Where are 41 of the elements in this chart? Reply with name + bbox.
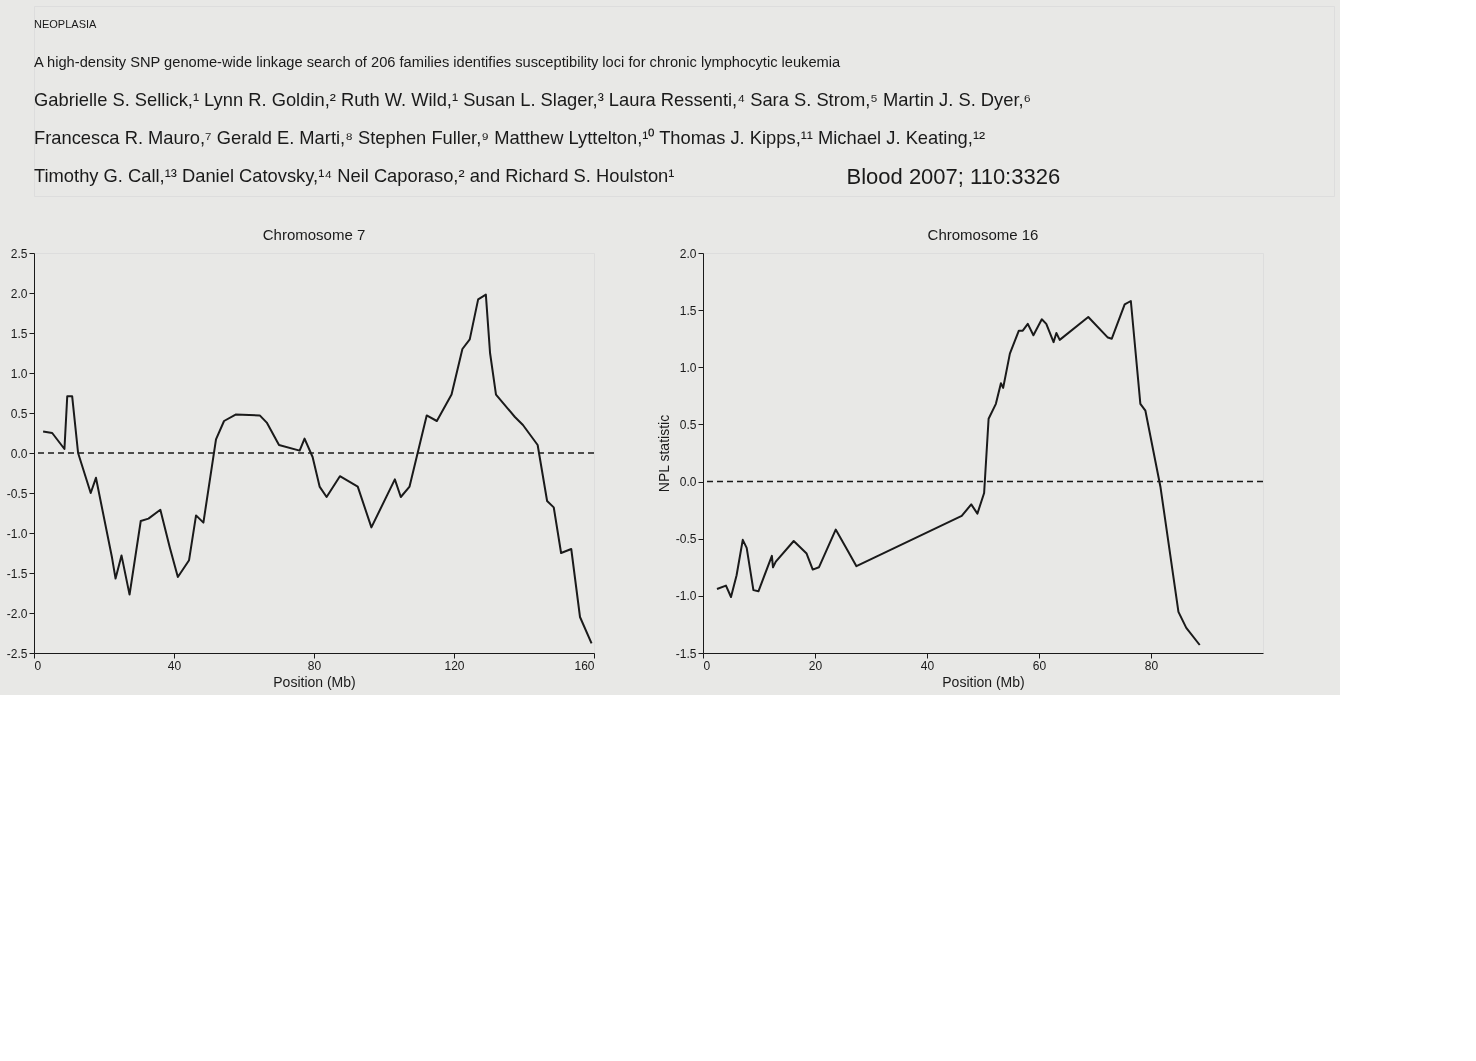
x-tick-label: 80 xyxy=(1144,658,1159,673)
y-tick-label: -2.5 xyxy=(6,646,28,661)
y-tick-label: 0.5 xyxy=(10,406,28,421)
y-tick-label: -1.5 xyxy=(675,646,697,661)
x-tick-label: 80 xyxy=(307,658,322,673)
x-tick-label: 40 xyxy=(167,658,182,673)
y-axis-title: NPL statistic xyxy=(655,414,672,493)
y-tick-label: -1.0 xyxy=(675,589,697,604)
y-tick-label: 1.5 xyxy=(679,303,697,318)
x-tick-label: 0 xyxy=(703,658,711,673)
chart-title: Chromosome 7 xyxy=(262,226,366,243)
x-tick-label: 120 xyxy=(444,658,465,673)
y-tick-label: 1.5 xyxy=(10,326,28,341)
x-tick-label: 60 xyxy=(1032,658,1047,673)
y-tick-label: -1.5 xyxy=(6,566,28,581)
x-tick-label: 40 xyxy=(920,658,935,673)
text: A high-density SNP genome-wide linkage search of 206 families identifies susceptibility loci for chronic lymphocytic leukemia xyxy=(34,54,842,70)
y-tick-label: 0.5 xyxy=(679,417,697,432)
y-tick-label: -0.5 xyxy=(6,486,28,501)
text: Gabrielle S. Sellick,¹ Lynn R. Goldin,² Ruth W. Wild,¹ Susan L. Slager,³ Laura Ressenti,⁴ Sara S. Strom,⁵ Martin J. S. Dyer,⁶ xyxy=(34,89,1032,110)
line-series xyxy=(42,293,593,645)
y-tick-label: -2.0 xyxy=(6,606,28,621)
y-tick-label: -0.5 xyxy=(675,532,697,547)
x-axis-title: Position (Mb) xyxy=(942,673,1025,690)
x-tick-label: 0 xyxy=(34,658,42,673)
chart-title: Chromosome 16 xyxy=(927,226,1039,243)
y-tick-label: 1.0 xyxy=(10,366,28,381)
x-axis-title: Position (Mb) xyxy=(273,673,356,690)
y-tick-label: 0.0 xyxy=(10,446,28,461)
y-tick-label: 0.0 xyxy=(679,475,697,490)
y-tick-label: 2.0 xyxy=(10,286,28,301)
y-tick-label: 2.0 xyxy=(679,246,697,261)
x-tick-label: 160 xyxy=(574,658,595,673)
y-tick-label: 2.5 xyxy=(10,246,28,261)
y-tick-label: 1.0 xyxy=(679,360,697,375)
text: Blood 2007; 110:3326 xyxy=(846,164,1061,189)
text: NEOPLASIA xyxy=(34,18,98,30)
text: Timothy G. Call,¹³ Daniel Catovsky,¹⁴ Neil Caporaso,² and Richard S. Houlston¹ xyxy=(34,165,675,186)
x-tick-label: 20 xyxy=(808,658,823,673)
text: Francesca R. Mauro,⁷ Gerald E. Marti,⁸ Stephen Fuller,⁹ Matthew Lyttelton,¹⁰ Thomas J. Kipps,¹¹ Michael J. Keating,¹² xyxy=(34,127,986,148)
y-tick-label: -1.0 xyxy=(6,526,28,541)
